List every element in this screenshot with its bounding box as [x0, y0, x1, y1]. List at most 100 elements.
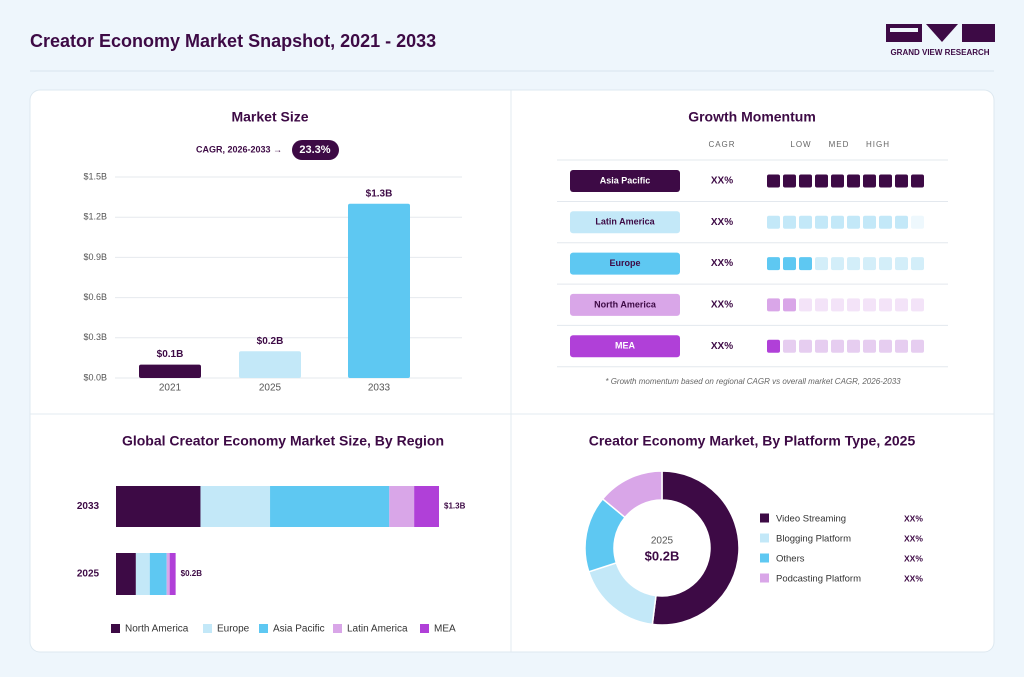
legend-label: Blogging Platform: [776, 534, 851, 545]
legend-label: Asia Pacific: [273, 624, 325, 635]
region-name: MEA: [615, 341, 636, 351]
level-box-empty: [831, 298, 844, 312]
y-tick-label: $0.0B: [83, 372, 107, 382]
y-tick-label: $0.3B: [83, 332, 107, 342]
brand: GRAND VIEW RESEARCH: [890, 48, 989, 57]
legend-swatch: [760, 533, 769, 543]
legend-swatch: [333, 624, 342, 633]
level-box: [911, 174, 924, 188]
legend-label: Others: [776, 554, 805, 565]
level-box-empty: [879, 298, 892, 312]
value-label: $0.2B: [257, 336, 284, 347]
level-box-empty: [847, 257, 860, 271]
level-box-empty: [879, 339, 892, 353]
share-text: XX%: [904, 553, 923, 563]
y-tick-label: $1.5B: [83, 171, 107, 181]
bar-segment: [389, 486, 415, 527]
level-box: [783, 298, 796, 312]
share-text: XX%: [904, 573, 923, 583]
level-box: [767, 257, 780, 271]
level-box-empty: [799, 298, 812, 312]
level-box: [799, 174, 812, 188]
region-pill: [570, 335, 680, 358]
x-tick-label: 2033: [368, 383, 391, 394]
y-tick-label: 2025: [77, 569, 100, 580]
legend-label: Latin America: [347, 624, 408, 635]
level-box: [831, 174, 844, 188]
level-box-empty: [863, 257, 876, 271]
legend-label: MEA: [434, 624, 456, 635]
level-box-empty: [895, 257, 908, 271]
value-label: $1.3B: [366, 188, 393, 199]
level-box-empty: [911, 257, 924, 271]
cagr-pill: [292, 140, 339, 160]
level-box: [815, 174, 828, 188]
bar-segment: [270, 486, 390, 527]
region-name: Latin America: [595, 217, 655, 227]
chart-title: Growth Momentum: [688, 109, 816, 125]
legend-label: Podcasting Platform: [776, 574, 861, 585]
region-pill: [570, 211, 680, 234]
total-label: $1.3B: [444, 502, 466, 511]
level-box: [847, 215, 860, 229]
legend-swatch: [203, 624, 212, 633]
level-box-empty: [863, 298, 876, 312]
bar-segment: [116, 553, 136, 595]
donut-slice: [601, 470, 663, 519]
x-tick-label: 2021: [159, 383, 182, 394]
region-name: Europe: [609, 258, 640, 268]
y-tick-label: 2033: [77, 501, 100, 512]
level-box-empty: [783, 339, 796, 353]
bar-segment: [414, 486, 439, 527]
cagr: XX%: [711, 300, 733, 311]
chart-title: Market Size: [231, 109, 308, 125]
cagr: XX%: [711, 217, 733, 228]
level-box-empty: [895, 298, 908, 312]
region-pill: [570, 252, 680, 275]
level-box: [879, 215, 892, 229]
legend-swatch: [760, 513, 769, 523]
cagr: XX%: [711, 341, 733, 352]
region-name: Asia Pacific: [600, 175, 651, 185]
bar: [348, 203, 410, 378]
footnote: * Growth momentum based on regional CAGR…: [605, 377, 901, 386]
level-box: [847, 174, 860, 188]
legend-swatch: [420, 624, 429, 633]
bar-segment: [149, 553, 167, 595]
level-box: [799, 257, 812, 271]
bar: [139, 364, 201, 378]
donut-slice: [651, 470, 740, 626]
level-box: [879, 174, 892, 188]
value-label: $0.1B: [157, 349, 184, 360]
page-title: Creator Economy Market Snapshot, 2021 - …: [30, 31, 436, 51]
y-tick-label: $1.2B: [83, 212, 107, 222]
level-box-empty: [847, 298, 860, 312]
chart-title: Global Creator Economy Market Size, By R…: [122, 433, 444, 449]
x-tick-label: 2025: [259, 383, 282, 394]
level-box-empty: [911, 339, 924, 353]
bar-segment: [169, 553, 176, 595]
legend-label: North America: [125, 624, 189, 635]
legend-label: Video Streaming: [776, 514, 846, 525]
share-text: XX%: [904, 513, 923, 523]
bar-segment: [135, 553, 150, 595]
chart-title: Creator Economy Market, By Platform Type…: [589, 433, 916, 449]
level-box-empty: [847, 339, 860, 353]
level-box-empty: [911, 215, 924, 229]
level-box-empty: [911, 298, 924, 312]
center-label: 2025: [651, 536, 674, 547]
level-box: [767, 174, 780, 188]
level-box: [783, 257, 796, 271]
y-tick-label: $0.6B: [83, 292, 107, 302]
level-box: [767, 339, 780, 353]
level-box-empty: [879, 257, 892, 271]
level-box-empty: [831, 257, 844, 271]
level-box-empty: [799, 339, 812, 353]
level-box: [895, 174, 908, 188]
share-text: XX%: [904, 533, 923, 543]
legend-label: Europe: [217, 624, 250, 635]
region-pill: [570, 170, 680, 192]
level-box: [895, 215, 908, 229]
bar-segment: [200, 486, 271, 527]
